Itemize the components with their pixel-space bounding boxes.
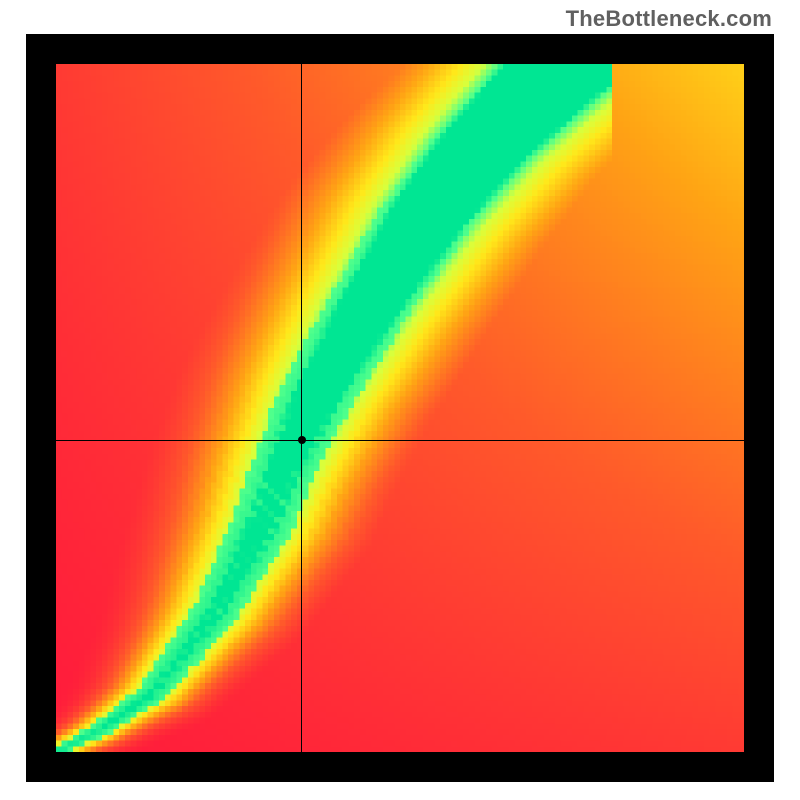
watermark-text: TheBottleneck.com: [566, 6, 772, 32]
crosshair-vertical: [301, 64, 302, 752]
heatmap-canvas: [56, 64, 744, 752]
marker-dot: [298, 436, 306, 444]
plot-area: [56, 64, 744, 752]
chart-container: TheBottleneck.com: [0, 0, 800, 800]
crosshair-horizontal: [56, 440, 744, 441]
chart-frame: [26, 34, 774, 782]
